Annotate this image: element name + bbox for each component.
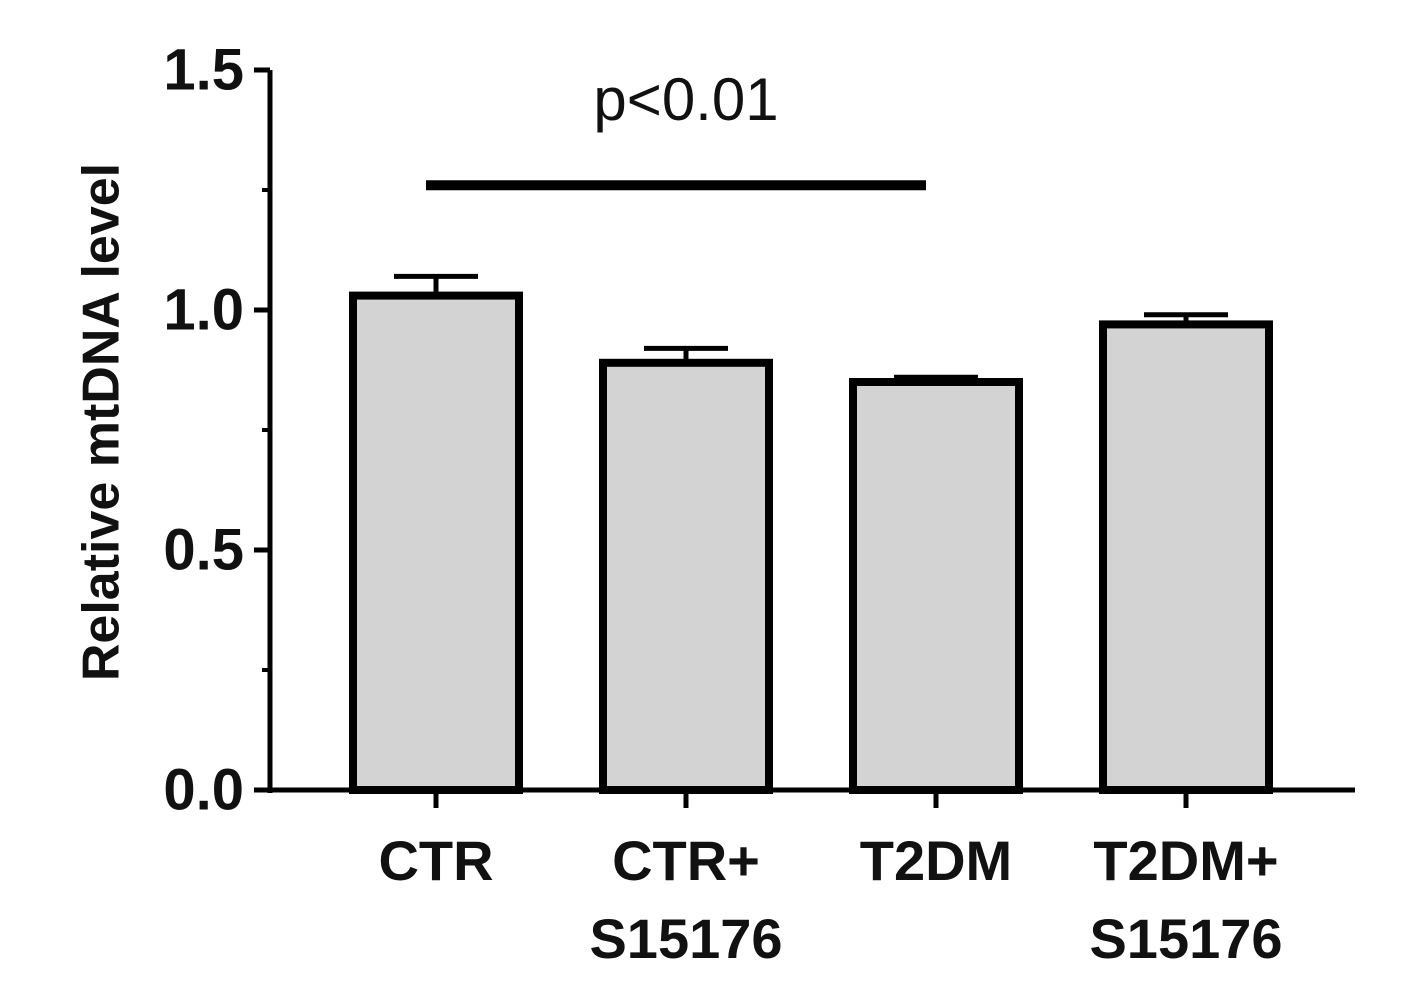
y-tick-label: 0.0 (163, 758, 244, 823)
bars-group (349, 273, 1273, 794)
x-tick-label: T2DM+ (1093, 829, 1278, 892)
bar (349, 291, 523, 794)
bar (599, 358, 773, 794)
x-tick-label: S15176 (589, 907, 782, 970)
y-axis: 0.0 0.5 1.0 1.5 (163, 38, 273, 823)
bar (849, 378, 1023, 794)
x-tick-label: S15176 (1089, 907, 1282, 970)
significance-label: p<0.01 (593, 66, 778, 133)
x-tick-label: T2DM (860, 829, 1012, 892)
y-tick-label: 0.5 (163, 518, 244, 583)
y-tick-label: 1.5 (163, 38, 244, 103)
y-axis-title: Relative mtDNA level (73, 163, 131, 681)
y-tick-label: 1.0 (163, 278, 244, 343)
x-axis: CTR CTR+ S15176 T2DM T2DM+ S15176 (254, 787, 1355, 970)
bar (1099, 320, 1273, 794)
significance-annotation: p<0.01 (426, 66, 926, 191)
x-tick-label: CTR+ (612, 829, 760, 892)
x-tick-label: CTR (378, 829, 493, 892)
